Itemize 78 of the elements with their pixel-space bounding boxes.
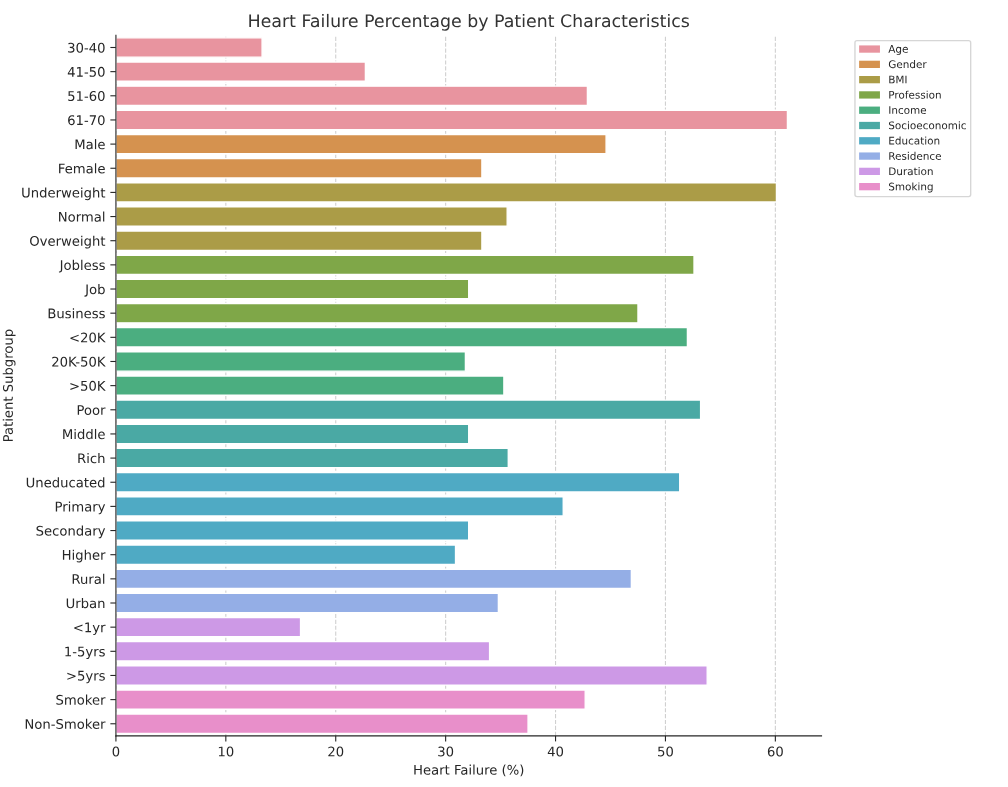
x-tick-label: 50 xyxy=(658,746,673,757)
bar xyxy=(115,520,470,541)
y-tick-label: Secondary xyxy=(36,525,106,539)
x-tick-label: 0 xyxy=(112,746,120,757)
x-tick-label: 20 xyxy=(328,746,344,757)
y-tick-label: Urban xyxy=(66,597,105,609)
y-tick-label: 20K-50K xyxy=(52,356,106,367)
legend-label: Residence xyxy=(889,151,941,160)
y-tick-label: Poor xyxy=(77,405,106,415)
bar xyxy=(115,447,509,469)
bar xyxy=(115,568,633,590)
x-tick-label: 60 xyxy=(767,746,783,757)
bar xyxy=(115,230,483,252)
y-tick-label: Non-Smoker xyxy=(25,718,106,729)
bar xyxy=(115,37,263,58)
y-tick-label: 1-5yrs xyxy=(65,646,105,660)
bar xyxy=(115,133,607,155)
y-tick-label: Normal xyxy=(59,211,105,222)
bar xyxy=(115,278,470,300)
bar xyxy=(115,665,708,686)
x-tick-label: 10 xyxy=(218,746,234,757)
y-tick-label: >5yrs xyxy=(67,670,105,684)
y-tick-label: Rich xyxy=(78,453,105,464)
y-tick-label: >50K xyxy=(70,380,106,391)
x-axis-title: Heart Failure (%) xyxy=(414,764,524,777)
y-tick-label: Business xyxy=(48,308,105,319)
bar xyxy=(115,689,586,710)
bar xyxy=(115,326,689,348)
bar xyxy=(115,640,491,662)
legend-label: Duration xyxy=(889,167,933,176)
legend-label: Smoking xyxy=(888,182,933,193)
y-tick-label: Rural xyxy=(72,573,105,585)
y-tick-label: Job xyxy=(84,284,105,297)
y-tick-label: Middle xyxy=(63,428,105,440)
x-tick-label: 40 xyxy=(547,746,564,757)
bar xyxy=(115,351,467,372)
y-axis-title: Patient Subgroup xyxy=(2,329,16,442)
bar xyxy=(115,157,483,179)
legend-label: Socioeconomic xyxy=(888,121,966,130)
y-tick-label: <20K xyxy=(70,332,106,343)
bar xyxy=(115,496,564,517)
legend-label: Profession xyxy=(889,90,941,99)
bar xyxy=(115,85,589,107)
bar xyxy=(115,61,367,83)
legend-label: Gender xyxy=(888,60,927,69)
bar xyxy=(115,375,505,396)
legend-label: Education xyxy=(889,136,940,145)
bar xyxy=(115,592,500,614)
y-tick-label: 51-60 xyxy=(68,91,105,101)
y-tick-label: Jobless xyxy=(58,259,105,273)
bar xyxy=(115,206,508,227)
bar xyxy=(115,471,681,493)
bar xyxy=(115,254,695,276)
bar xyxy=(115,399,702,421)
bar xyxy=(115,544,457,566)
bar xyxy=(115,616,302,638)
y-tick-label: 61-70 xyxy=(68,115,105,126)
y-tick-label: Underweight xyxy=(22,187,106,201)
bar xyxy=(115,182,778,203)
y-tick-label: Smoker xyxy=(56,694,106,705)
legend-label: BMI xyxy=(889,75,907,84)
y-tick-label: <1yr xyxy=(74,622,106,635)
y-tick-label: Uneducated xyxy=(26,477,105,488)
legend-label: Age xyxy=(888,45,908,55)
bar xyxy=(115,302,639,324)
y-tick-label: Male xyxy=(75,139,105,150)
y-tick-label: Higher xyxy=(62,549,106,563)
x-tick-label: 30 xyxy=(438,746,454,757)
y-tick-label: 30-40 xyxy=(68,42,105,53)
bar xyxy=(115,713,529,735)
y-tick-label: Primary xyxy=(55,501,106,515)
bar xyxy=(115,423,470,445)
y-tick-label: Female xyxy=(59,163,105,174)
legend-label: Income xyxy=(889,106,927,115)
chart-title: Heart Failure Percentage by Patient Characteristics xyxy=(249,13,689,31)
y-tick-label: 41-50 xyxy=(67,66,105,77)
y-tick-label: Overweight xyxy=(30,235,106,249)
bar xyxy=(115,109,789,131)
